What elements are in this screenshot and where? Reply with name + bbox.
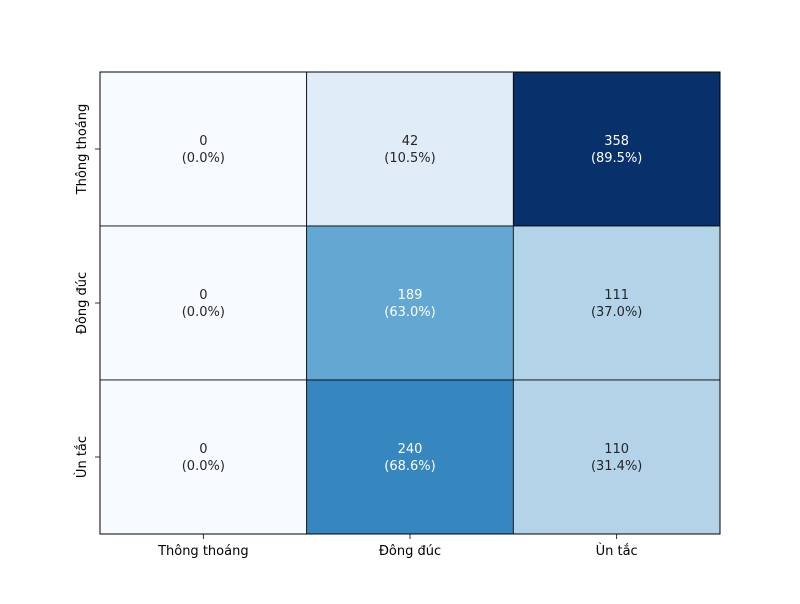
cell-percent-label: (68.6%) [384,459,435,474]
y-tick-label: Đông đúc [75,272,90,334]
cell-labels: 0 (0.0%) 42 (10.5%) 358 (89.5%) 0 (0.0%) 189 (63.… [182,134,643,474]
cell-count-label: 0 [199,288,207,303]
cell-count-label: 111 [604,288,629,303]
y-axis: Thông thoáng Đông đúc Ùn tắc [74,104,100,478]
x-tick-label: Đông đúc [379,544,441,559]
cell-count-label: 0 [199,134,207,149]
cell-count-label: 358 [604,134,629,149]
heatmap-cell [512,379,721,535]
cell-count-label: 240 [398,442,423,457]
heatmap-cells [99,71,721,535]
heatmap-cell [306,71,514,227]
heatmap-cell [512,71,721,227]
cell-percent-label: (0.0%) [182,305,225,320]
cell-count-label: 110 [604,442,629,457]
x-tick-label: Ùn tắc [596,543,638,559]
cell-percent-label: (0.0%) [182,459,225,474]
cell-count-label: 189 [398,288,423,303]
heatmap-cell [99,225,308,381]
heatmap-cell [99,71,308,227]
x-tick-label: Thông thoáng [157,544,249,559]
cell-count-label: 0 [199,442,207,457]
plot-frame [99,71,721,535]
cell-percent-label: (0.0%) [182,151,225,166]
heatmap-cell [306,225,514,381]
cell-percent-label: (31.4%) [591,459,642,474]
y-tick-label: Ùn tắc [74,436,90,478]
x-axis: Thông thoáng Đông đúc Ùn tắc [157,534,638,559]
heatmap-cell [99,379,308,535]
cell-count-label: 42 [402,134,419,149]
heatmap-cell [512,225,721,381]
heatmap-cell [306,379,514,535]
cell-percent-label: (37.0%) [591,305,642,320]
cell-percent-label: (10.5%) [384,151,435,166]
y-tick-label: Thông thoáng [75,104,90,196]
cell-percent-label: (63.0%) [384,305,435,320]
cell-percent-label: (89.5%) [591,151,642,166]
